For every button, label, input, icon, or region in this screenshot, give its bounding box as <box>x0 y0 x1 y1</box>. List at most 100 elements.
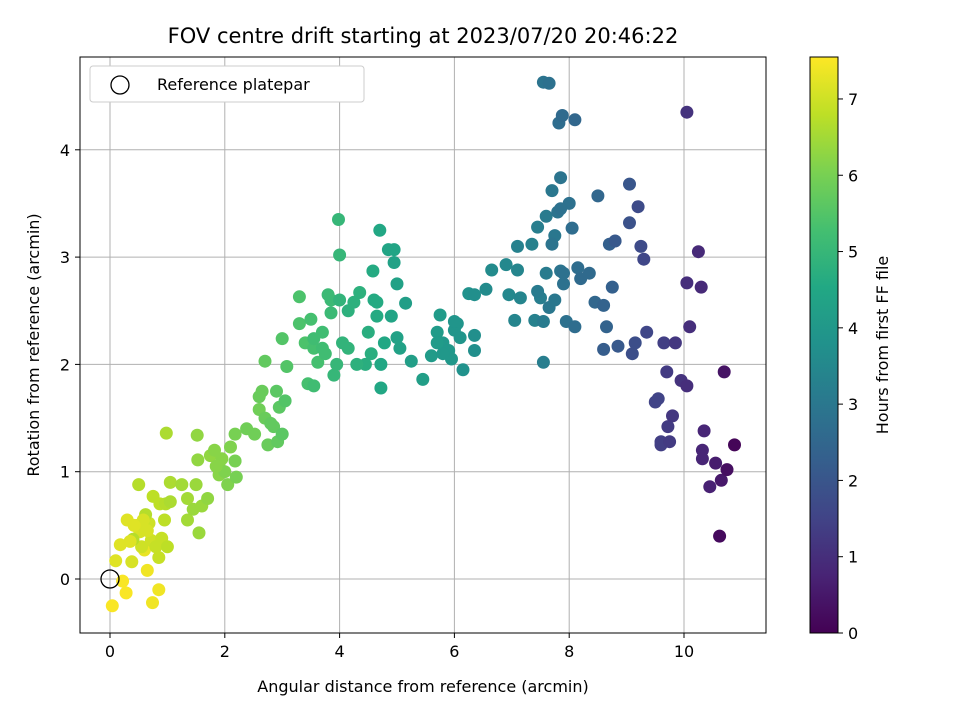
data-point <box>387 256 401 269</box>
data-point <box>597 342 611 356</box>
data-point <box>189 478 203 492</box>
data-point <box>146 596 159 610</box>
x-tick-label: 0 <box>105 642 115 661</box>
data-point <box>208 443 221 457</box>
data-point <box>660 365 674 379</box>
data-point <box>728 438 741 452</box>
data-point <box>625 347 639 361</box>
data-point <box>307 332 321 346</box>
data-point <box>333 293 347 307</box>
data-point <box>663 435 677 449</box>
data-point <box>694 280 708 294</box>
y-axis-label: Rotation from reference (arcmin) <box>24 213 43 476</box>
data-points <box>105 75 741 613</box>
data-point <box>119 586 133 600</box>
data-point <box>404 354 418 368</box>
colorbar-tick-label: 0 <box>848 624 858 643</box>
data-point <box>140 524 154 538</box>
data-point <box>209 459 223 473</box>
data-point <box>280 360 294 373</box>
data-point <box>720 463 734 477</box>
colorbar-tick-label: 2 <box>848 471 858 490</box>
y-tick-label: 4 <box>60 141 70 160</box>
y-tick-label: 2 <box>60 355 70 374</box>
data-point <box>387 243 401 257</box>
data-point <box>453 331 467 345</box>
data-point <box>341 341 355 355</box>
data-point <box>373 223 387 237</box>
data-point <box>554 202 568 216</box>
data-point <box>109 554 123 568</box>
data-point <box>502 288 516 302</box>
colorbar-tick-label: 3 <box>848 395 858 414</box>
legend-box <box>89 65 365 103</box>
data-point <box>311 355 325 369</box>
data-point <box>511 239 524 253</box>
data-point <box>657 336 671 350</box>
colorbar-tick-label: 1 <box>848 548 858 567</box>
reference-platepar-marker <box>100 569 120 589</box>
data-point <box>347 295 361 309</box>
data-point <box>201 492 215 505</box>
data-point <box>468 344 481 357</box>
data-point <box>353 286 367 299</box>
data-point <box>307 379 321 393</box>
data-point <box>160 540 174 554</box>
data-point <box>370 295 384 309</box>
data-point <box>542 76 556 90</box>
data-point <box>324 306 338 320</box>
data-point <box>536 315 550 328</box>
data-point <box>275 332 289 346</box>
data-point <box>651 392 665 406</box>
data-point <box>159 426 173 440</box>
data-point <box>479 282 493 296</box>
data-point <box>140 563 154 577</box>
data-point <box>416 372 430 386</box>
data-point <box>525 237 539 251</box>
data-point <box>327 368 341 382</box>
data-point <box>152 583 166 597</box>
data-point <box>315 341 329 355</box>
data-point <box>190 428 204 442</box>
colorbar-ticks: 0 1 2 3 4 5 6 7 <box>838 90 858 643</box>
data-point <box>366 264 380 278</box>
data-point <box>548 293 562 307</box>
data-point <box>430 336 444 350</box>
data-point <box>600 320 613 334</box>
colorbar-tick-label: 6 <box>848 166 858 185</box>
x-tick-label: 8 <box>564 642 574 661</box>
data-point <box>568 320 582 334</box>
data-point <box>571 261 585 275</box>
data-point <box>447 315 461 328</box>
data-point <box>377 336 391 350</box>
data-point <box>370 309 384 323</box>
data-point <box>637 252 651 266</box>
colorbar-gradient <box>809 56 839 634</box>
data-point <box>292 290 306 304</box>
data-point <box>228 454 242 468</box>
data-point <box>181 513 194 527</box>
data-point <box>565 221 579 235</box>
data-point <box>221 478 235 492</box>
data-point <box>539 209 553 223</box>
data-point <box>531 220 545 234</box>
data-point <box>605 280 619 294</box>
plot-frame <box>79 56 767 634</box>
data-point <box>713 529 727 543</box>
data-point <box>557 266 570 280</box>
data-point <box>456 363 470 377</box>
data-point <box>384 309 398 323</box>
data-point <box>608 234 622 248</box>
data-point <box>350 357 364 371</box>
data-point <box>597 298 611 312</box>
data-point <box>468 288 481 302</box>
data-point <box>163 495 177 509</box>
data-point <box>511 263 524 277</box>
data-point <box>683 320 697 334</box>
x-tick-label: 6 <box>449 642 459 661</box>
data-point <box>668 336 682 350</box>
data-point <box>158 513 171 527</box>
data-point <box>623 216 636 230</box>
data-point <box>695 452 709 466</box>
data-point <box>275 427 289 441</box>
